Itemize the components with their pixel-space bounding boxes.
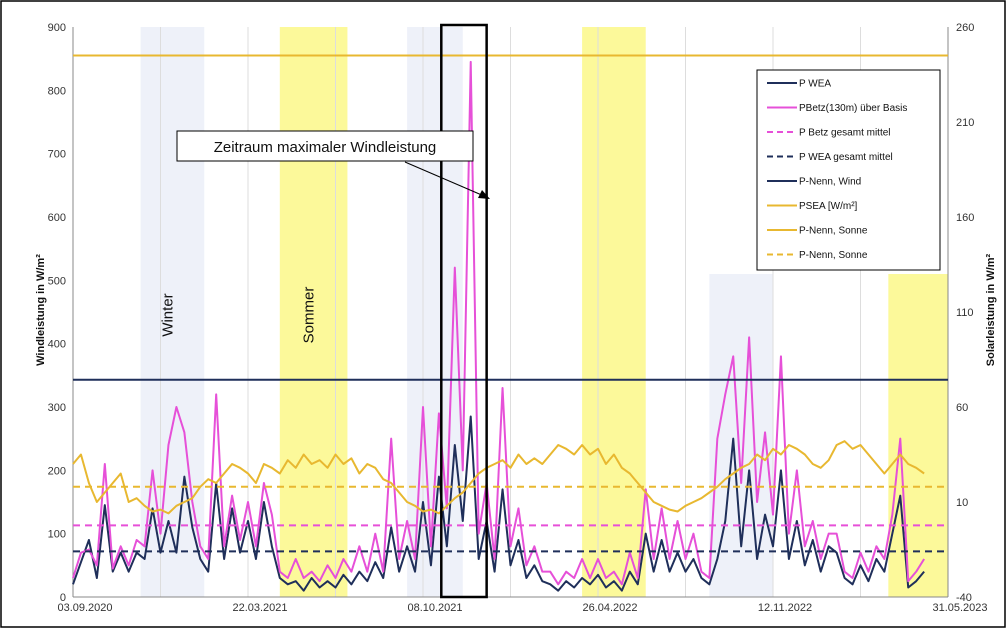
highlight-rectangle bbox=[440, 23, 488, 599]
series-2-line bbox=[72, 60, 925, 586]
annotation-text: Zeitraum maximaler Windleistung bbox=[214, 139, 437, 156]
y-tick-label: 700 bbox=[48, 149, 66, 161]
legend-box bbox=[756, 69, 941, 271]
y-tick-label: 800 bbox=[48, 85, 66, 97]
legend-label: P-Nenn, Wind bbox=[799, 177, 861, 188]
legend-label: PSEA [W/m²] bbox=[799, 201, 858, 212]
y-tick-label: 900 bbox=[48, 22, 66, 34]
y2-tick-label: 10 bbox=[956, 497, 968, 509]
y-tick-label: 400 bbox=[48, 339, 66, 351]
y2-tick-label: 210 bbox=[956, 117, 974, 129]
x-tick-label: 31.05.2023 bbox=[932, 602, 987, 614]
y-tick-label: 0 bbox=[60, 592, 66, 604]
y2-tick-label: -40 bbox=[956, 592, 972, 604]
series-1-line bbox=[72, 415, 925, 592]
y-tick-label: 500 bbox=[48, 275, 66, 287]
y-tick-label: 200 bbox=[48, 465, 66, 477]
legend-label: P WEA gesamt mittel bbox=[799, 152, 893, 163]
legend-label: P WEA bbox=[799, 79, 831, 90]
season-band-4 bbox=[582, 27, 646, 597]
y2-tick-label: 260 bbox=[956, 22, 974, 34]
highlight-box: Zeitraum maximaler Windleistung bbox=[176, 23, 490, 599]
season-band-1 bbox=[140, 27, 205, 597]
y-axis-label: Windleistung in W/m² bbox=[35, 254, 47, 366]
y2-axis-label: Solarleistung in W/m² bbox=[985, 253, 997, 366]
annotation-arrow-head bbox=[478, 190, 490, 199]
season-label-winter: Winter bbox=[159, 293, 176, 336]
annotation-box bbox=[176, 130, 474, 162]
legend-label: P-Nenn, Sonne bbox=[799, 226, 868, 237]
legend-label: P-Nenn, Sonne bbox=[799, 250, 868, 261]
annotation-arrow-line bbox=[404, 161, 485, 197]
legend-label: PBetz(130m) über Basis bbox=[799, 103, 907, 114]
x-tick-label: 12.11.2022 bbox=[758, 602, 812, 614]
x-tick-label: 03.09.2020 bbox=[57, 602, 112, 614]
y-tick-label: 600 bbox=[48, 212, 66, 224]
x-tick-label: 22.03.2021 bbox=[232, 602, 287, 614]
series-lines bbox=[72, 54, 948, 592]
axes: 0 100 200 300 400 500 600 700 800 900 -40 10 60 110 16… bbox=[48, 22, 988, 614]
season-label-sommer: Sommer bbox=[301, 287, 318, 344]
x-tick-label: 26.04.2022 bbox=[582, 602, 637, 614]
y-tick-label: 100 bbox=[48, 529, 66, 541]
y2-tick-label: 160 bbox=[956, 212, 974, 224]
legend: P WEA PBetz(130m) über Basis P Betz gesamt… bbox=[756, 69, 941, 271]
legend-label: P Betz gesamt mittel bbox=[799, 128, 891, 139]
series-6-line bbox=[72, 440, 925, 515]
x-tick-label: 08.10.2021 bbox=[407, 602, 462, 614]
season-band-6 bbox=[888, 274, 948, 597]
season-band-2 bbox=[279, 27, 348, 597]
y-tick-label: 300 bbox=[48, 402, 66, 414]
y2-tick-label: 110 bbox=[956, 307, 974, 319]
season-bands: Winter Sommer bbox=[140, 27, 948, 597]
y2-tick-label: 60 bbox=[956, 402, 968, 414]
